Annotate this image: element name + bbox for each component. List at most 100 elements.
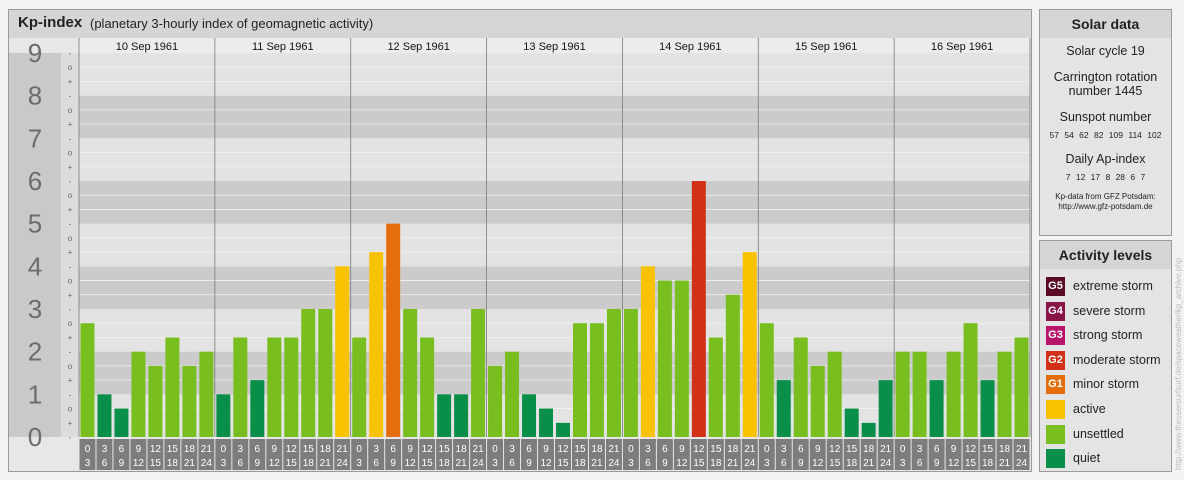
interval-start-label: 12 — [693, 444, 705, 455]
interval-end-label: 21 — [999, 458, 1011, 469]
interval-end-label: 21 — [456, 458, 468, 469]
legend-label: quiet — [1073, 451, 1101, 466]
sub-tick-label: o — [68, 277, 73, 286]
sub-tick-label: o — [68, 234, 73, 243]
interval-cell — [622, 439, 639, 470]
sub-tick-label: + — [68, 291, 73, 300]
interval-start-label: 18 — [591, 444, 603, 455]
interval-start-label: 15 — [167, 444, 179, 455]
sub-tick-label: - — [69, 305, 72, 314]
interval-cell — [334, 439, 351, 470]
legend-swatch: G2 — [1046, 350, 1065, 370]
day-header-row — [79, 38, 1030, 53]
kp-bar — [963, 323, 978, 437]
y-tick-label: 4 — [28, 251, 42, 281]
sub-tick-label: - — [69, 177, 72, 186]
interval-end-label: 3 — [900, 458, 906, 469]
interval-start-label: 12 — [829, 444, 841, 455]
interval-cell — [962, 439, 979, 470]
interval-end-label: 24 — [608, 458, 620, 469]
kp-bar — [471, 309, 486, 437]
activity-levels-title: Activity levels — [1040, 241, 1171, 269]
interval-start-label: 6 — [119, 444, 125, 455]
kp-bar — [233, 337, 248, 437]
interval-end-label: 6 — [645, 458, 651, 469]
kp-bar — [284, 337, 299, 437]
sub-tick-label: - — [69, 390, 72, 399]
interval-end-label: 12 — [812, 458, 824, 469]
legend-swatch — [1046, 424, 1065, 444]
interval-cell — [283, 439, 300, 470]
interval-start-label: 6 — [934, 444, 940, 455]
interval-end-label: 9 — [798, 458, 804, 469]
interval-cell — [351, 439, 368, 470]
interval-cell — [656, 439, 673, 470]
interval-cell — [164, 439, 181, 470]
kp-bar — [488, 365, 503, 437]
band — [79, 138, 1030, 181]
y-tick-label: 3 — [28, 294, 42, 324]
interval-end-label: 24 — [337, 458, 349, 469]
interval-end-label: 3 — [628, 458, 634, 469]
sub-tick-label: + — [68, 205, 73, 214]
interval-start-label: 3 — [509, 444, 515, 455]
interval-cell — [96, 439, 113, 470]
interval-start-label: 6 — [255, 444, 261, 455]
interval-end-label: 6 — [781, 458, 787, 469]
kp-bar — [946, 351, 961, 437]
legend-label: active — [1073, 402, 1106, 416]
y-label-column — [9, 53, 61, 437]
interval-end-label: 18 — [846, 458, 858, 469]
sub-tick-label: o — [68, 63, 73, 72]
day-label: 12 Sep 1961 — [387, 41, 449, 53]
kp-bar — [1014, 337, 1029, 437]
kp-bar — [250, 380, 265, 437]
interval-cell — [453, 439, 470, 470]
source-link[interactable]: http://www.gfz-potsdam.de — [1058, 202, 1153, 211]
kp-bar — [708, 337, 723, 437]
interval-end-label: 12 — [676, 458, 688, 469]
legend-label: strong storm — [1073, 328, 1143, 343]
interval-end-label: 21 — [591, 458, 603, 469]
interval-start-label: 12 — [422, 444, 434, 455]
interval-end-label: 3 — [221, 458, 227, 469]
interval-start-label: 18 — [184, 444, 196, 455]
kp-bar — [810, 365, 825, 437]
legend-swatch: G3 — [1046, 326, 1065, 346]
band — [79, 53, 1030, 96]
interval-cell — [605, 439, 622, 470]
y-tick-label: 6 — [28, 166, 42, 196]
kp-bar — [657, 280, 672, 437]
interval-start-label: 9 — [136, 444, 142, 455]
kp-bar — [725, 294, 740, 437]
kp-bar — [759, 323, 774, 437]
interval-cell — [690, 439, 707, 470]
y-tick-label: 8 — [28, 81, 42, 111]
kp-bar — [980, 380, 995, 437]
kp-bar — [505, 351, 520, 437]
interval-start-label: 3 — [102, 444, 108, 455]
y-tick-label: 0 — [28, 422, 42, 452]
sunspot-title: Sunspot number — [1059, 110, 1152, 124]
interval-cell — [741, 439, 758, 470]
interval-start-label: 0 — [85, 444, 91, 455]
interval-cell — [521, 439, 538, 470]
interval-end-label: 15 — [422, 458, 434, 469]
kp-bar — [522, 394, 537, 437]
kp-bar — [793, 337, 808, 437]
legend-label: unsettled — [1073, 426, 1124, 441]
kp-bar — [742, 252, 757, 437]
interval-cell — [877, 439, 894, 470]
legend-label: severe storm — [1073, 303, 1146, 318]
interval-cell — [555, 439, 571, 470]
legend-item: G3 strong storm — [1046, 326, 1170, 346]
day-label: 16 Sep 1961 — [931, 41, 993, 53]
interval-cell — [300, 439, 317, 470]
kp-bar-chart: 0123456789-+o-+o-+o-+o-+o-+o-+o-+o-+o-10… — [9, 38, 1031, 471]
kp-bar — [997, 351, 1012, 437]
interval-start-label: 21 — [608, 444, 620, 455]
interval-cell — [792, 439, 809, 470]
day-label: 10 Sep 1961 — [116, 41, 178, 53]
interval-cell — [402, 439, 419, 470]
interval-start-label: 9 — [815, 444, 821, 455]
